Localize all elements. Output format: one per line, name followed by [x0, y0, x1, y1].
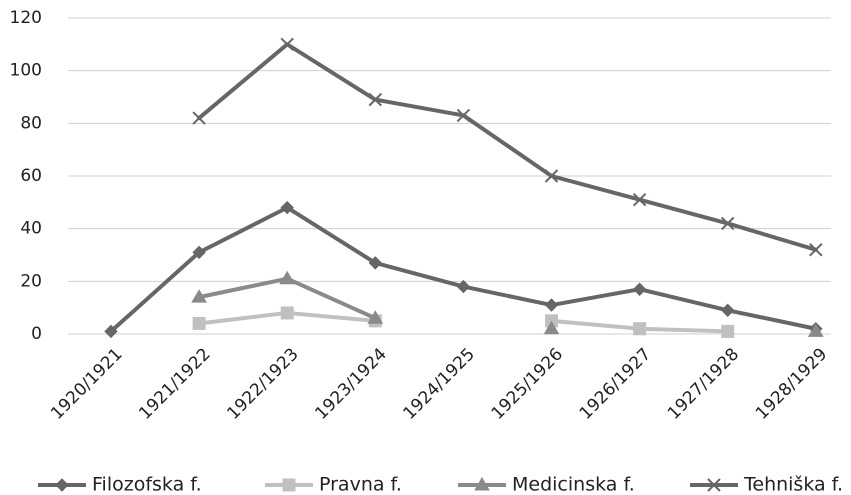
series-3: [191, 270, 824, 337]
series-3-point: [191, 289, 207, 303]
legend: Filozofska f. Pravna f. Medicinska f. Tehni…: [38, 474, 843, 495]
legend-item-3: Medicinska f.: [458, 474, 635, 495]
legend-item-2: Pravna f.: [265, 474, 402, 495]
y-tick-label: 60: [20, 166, 42, 186]
series-2-point: [721, 324, 735, 338]
legend-marker: [282, 478, 296, 492]
series-4: [192, 37, 823, 257]
x-tick-label: 1920/1921: [47, 344, 126, 423]
series-4-point: [368, 92, 383, 107]
series-3-point: [367, 310, 384, 324]
x-tick-label: 1923/1924: [311, 344, 390, 423]
series-4-point: [809, 243, 823, 257]
series-3-point: [279, 270, 296, 285]
y-tick-label: 80: [20, 113, 42, 133]
x-tick-label: 1927/1928: [664, 344, 743, 423]
x-tick-label: 1922/1923: [223, 344, 302, 423]
series-4-point: [456, 108, 471, 123]
legend-label: Pravna f.: [319, 474, 402, 495]
legend-item-1: Filozofska f.: [38, 474, 202, 495]
y-tick-label: 40: [20, 219, 42, 239]
series-1-point: [632, 282, 647, 296]
series-2-point: [192, 316, 206, 330]
legend-label: Medicinska f.: [512, 474, 635, 495]
series-1-point: [280, 200, 294, 215]
x-tick-label: 1921/1922: [135, 344, 214, 423]
series-1-point: [720, 303, 735, 318]
x-axis-tick-labels: 1920/1921 1921/1922 1922/1923 1923/1924 1924…: [47, 344, 831, 423]
series-4-point: [280, 37, 294, 52]
legend-marker: [474, 477, 490, 491]
y-tick-label: 120: [10, 8, 42, 28]
legend-label: Filozofska f.: [92, 474, 202, 495]
series-4-point: [544, 169, 559, 183]
x-tick-label: 1925/1926: [488, 344, 567, 423]
series-2-point: [280, 306, 294, 320]
series-4-point: [632, 192, 647, 207]
series-1-point: [544, 298, 559, 312]
y-tick-label: 20: [20, 271, 42, 291]
x-tick-label: 1924/1925: [400, 344, 479, 423]
legend-marker: [55, 478, 69, 492]
series-1-point: [456, 279, 471, 294]
series-1: [104, 200, 823, 339]
x-tick-label: 1926/1927: [576, 344, 655, 423]
y-axis-tick-labels: 0 20 40 60 80 100 120: [10, 8, 42, 344]
series-4-point: [720, 216, 735, 231]
series-4-line: [197, 42, 818, 252]
x-tick-label: 1928/1929: [752, 344, 831, 423]
legend-marker: [707, 478, 721, 492]
series-3-point: [807, 323, 824, 337]
gridlines: [68, 17, 831, 335]
series-1-point: [192, 245, 206, 260]
legend-label: Tehniška f.: [743, 474, 843, 495]
y-tick-label: 0: [31, 324, 42, 344]
series-layer: [104, 37, 824, 339]
legend-item-4: Tehniška f.: [690, 474, 843, 495]
series-1-point: [104, 324, 118, 339]
series-2: [192, 306, 735, 338]
y-tick-label: 100: [10, 61, 42, 81]
series-3-point: [543, 320, 560, 335]
series-1-line: [109, 205, 818, 334]
series-2-point: [633, 322, 647, 336]
series-1-point: [368, 256, 383, 270]
series-4-point: [192, 111, 206, 125]
